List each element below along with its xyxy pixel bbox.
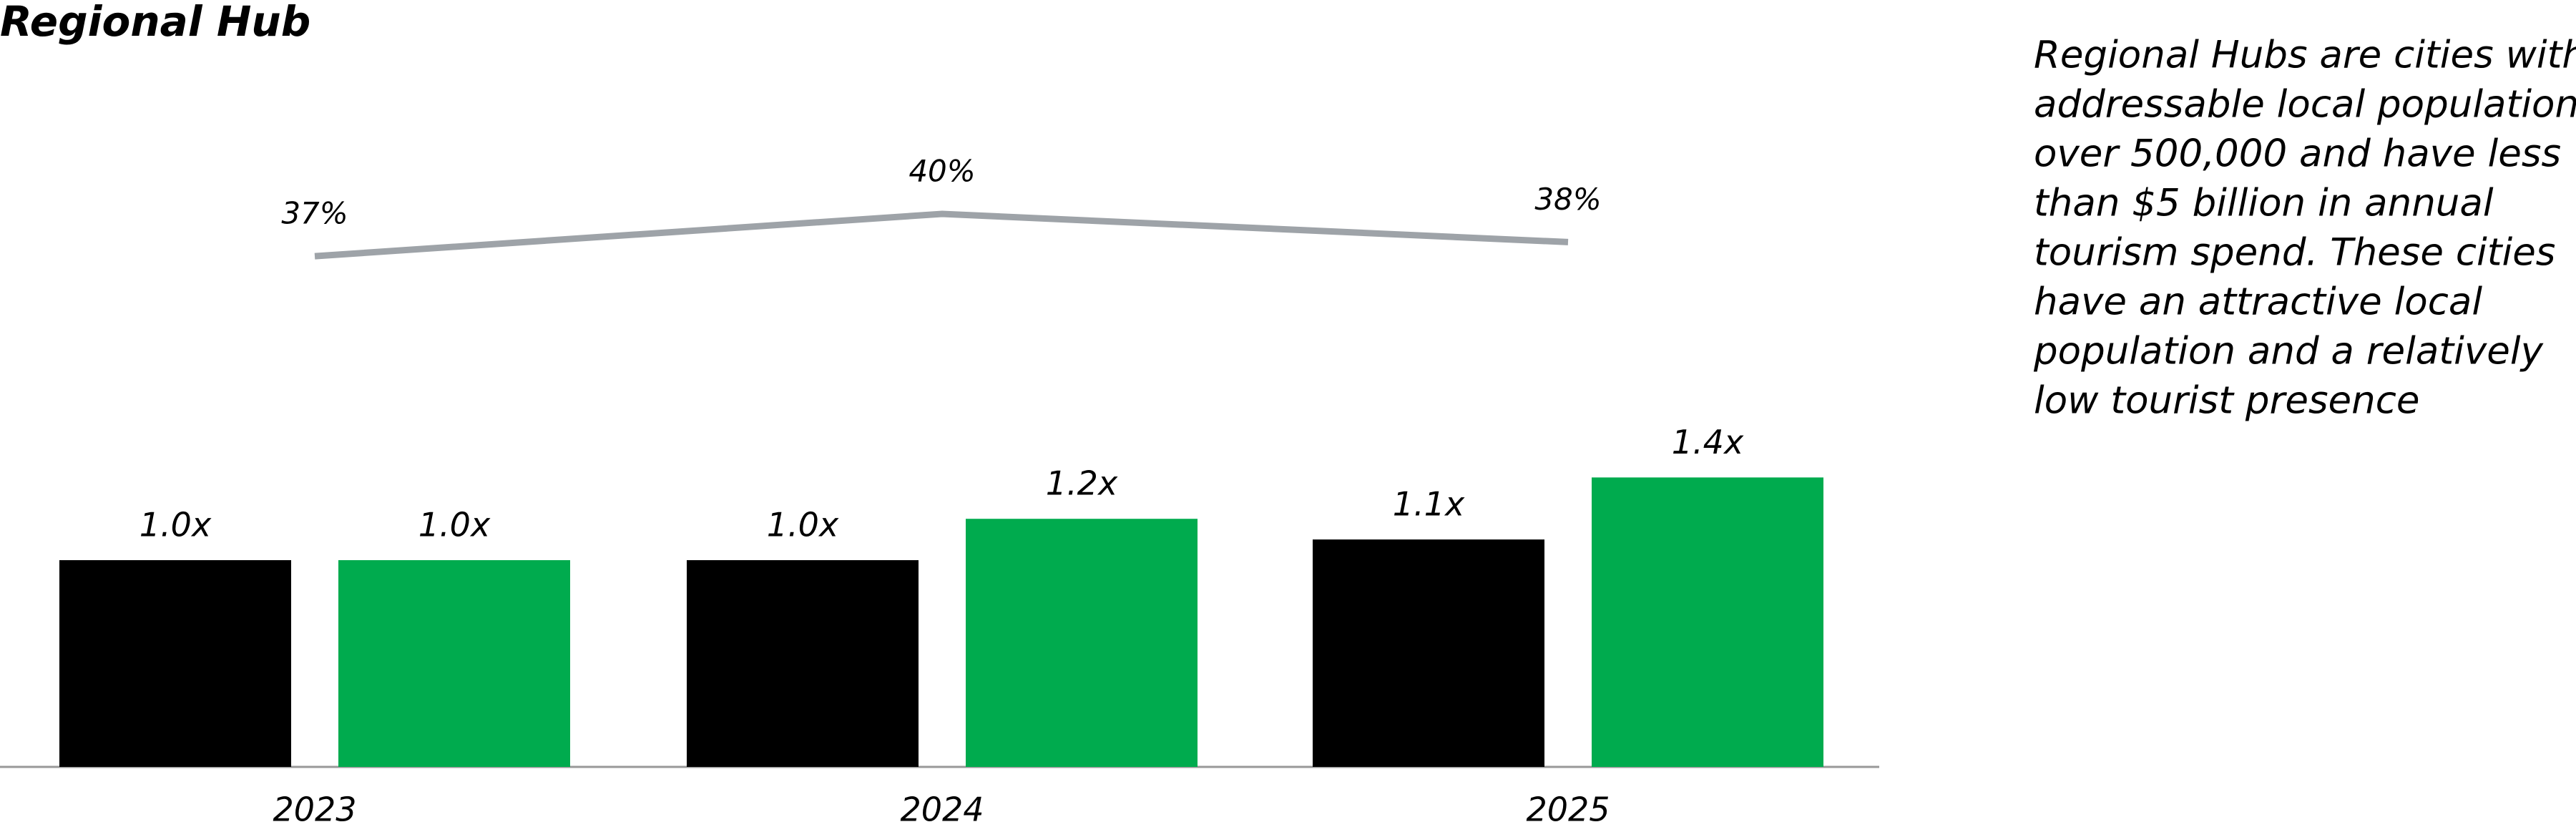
- annotation-line: Regional Hubs are cities with: [2034, 34, 2576, 77]
- x-tick-label: 2023: [273, 791, 356, 827]
- bar: [966, 519, 1198, 767]
- annotation-line: addressable local populations: [2034, 83, 2576, 127]
- annotation-line: over 500,000 and have less: [2034, 132, 2561, 176]
- x-tick-label: 2024: [900, 791, 984, 827]
- bar: [1313, 539, 1544, 767]
- bar: [59, 560, 291, 767]
- line-label: 38%: [1534, 182, 1601, 217]
- chart-title: Regional Hub: [0, 0, 310, 46]
- value-label: 1.0x: [418, 506, 491, 544]
- line-label: 37%: [281, 196, 348, 231]
- line-label: 40%: [909, 154, 975, 189]
- annotation-line: than $5 billion in annual: [2034, 182, 2494, 225]
- annotation-line: low tourist presence: [2034, 379, 2420, 423]
- value-label: 1.1x: [1393, 485, 1465, 524]
- value-label: 1.2x: [1046, 464, 1118, 503]
- x-tick-label: 2025: [1526, 791, 1610, 827]
- value-label: 1.0x: [767, 506, 839, 544]
- line: [314, 210, 1569, 260]
- bar: [1592, 477, 1823, 767]
- value-label: 1.0x: [139, 506, 212, 544]
- bar: [687, 560, 919, 767]
- annotation-line: tourism spend. These cities: [2034, 231, 2555, 275]
- bar: [338, 560, 570, 767]
- annotation-line: population and a relatively: [2033, 330, 2544, 373]
- annotation-line: have an attractive local: [2034, 280, 2482, 324]
- value-label: 1.4x: [1672, 423, 1744, 461]
